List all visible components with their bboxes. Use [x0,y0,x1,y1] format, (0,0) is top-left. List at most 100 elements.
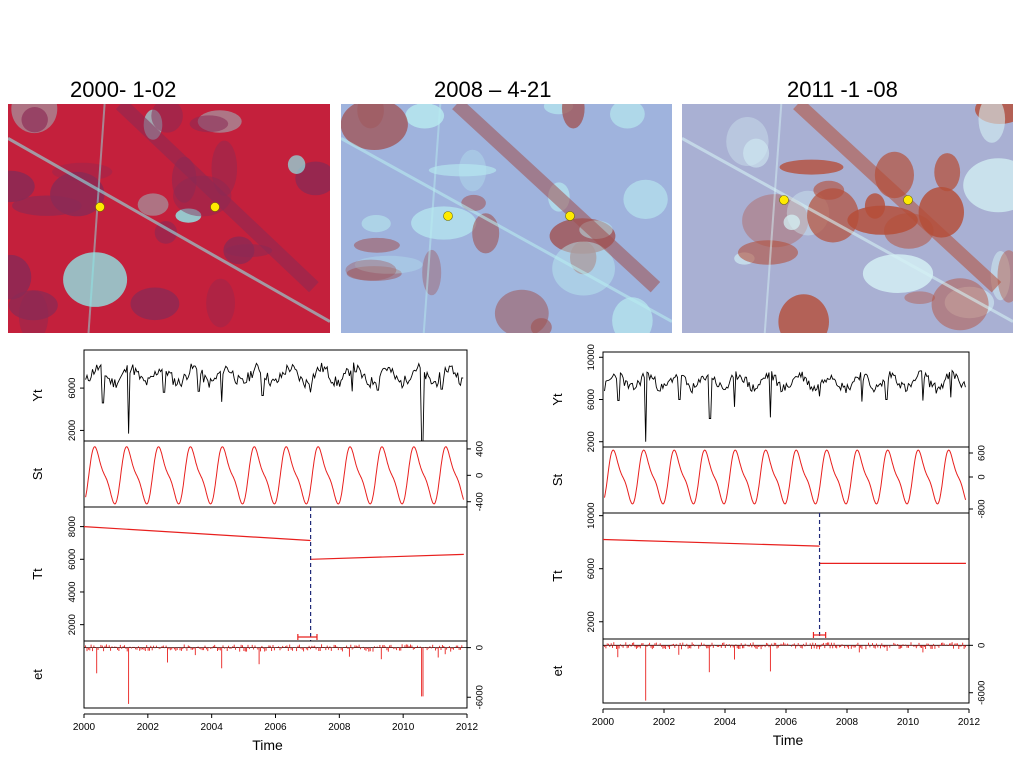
y-tick-label: -800 [976,499,987,518]
y-tick-label: 600 [976,445,987,461]
land-patch [130,287,180,321]
land-patch [223,236,255,265]
series-line-Yt [604,369,966,442]
land-patch [562,104,585,129]
land-patch [8,254,32,300]
y-tick-label: -6000 [976,681,987,705]
land-patch [931,278,989,331]
panel-label-et: et [550,665,565,676]
land-patch [934,153,961,192]
y-tick-label: 6000 [586,558,597,579]
y-tick-label: 6000 [586,389,597,410]
x-tick-label: 2010 [897,717,920,728]
x-tick-label: 2012 [958,717,981,728]
x-tick-label: 2004 [201,722,224,733]
x-tick-label: 2008 [836,717,859,728]
land-patch [295,161,330,196]
y-tick-label: 2000 [67,614,78,635]
plot-frame [602,351,970,704]
land-patch [52,162,113,181]
land-patch [211,140,238,196]
land-patch [570,241,597,275]
land-patch [151,104,183,133]
panel-label-Yt: Yt [550,393,565,406]
y-tick-label: 0 [976,643,987,648]
y-tick-label: 2000 [586,611,597,632]
land-patch [428,164,497,177]
sample-point-marker [779,195,789,205]
land-patch [137,193,169,216]
x-tick-label: 2000 [73,722,96,733]
road-feature [8,137,330,323]
x-tick-label: 2008 [328,722,351,733]
land-patch [18,290,49,333]
sample-point-marker [210,202,220,212]
sample-point-marker [903,195,913,205]
land-patch [341,104,408,150]
land-patch [963,158,1013,213]
sample-point-marker [565,211,575,221]
y-tick-label: 2000 [586,431,597,452]
land-patch [422,249,442,296]
y-tick-label: 10000 [586,502,597,528]
image-title-2008: 2008 – 4-21 [434,77,552,102]
land-patch [206,278,236,328]
y-tick-label: 0 [474,645,485,650]
land-patch [357,104,384,129]
panel-label-Tt: Tt [550,570,565,582]
satellite-image-2008 [341,104,672,333]
land-patch [405,104,445,129]
x-tick-label: 2010 [392,722,415,733]
road-feature [422,104,442,333]
land-patch [997,250,1013,303]
x-tick-label: 2004 [714,717,737,728]
land-patch [738,240,798,265]
x-tick-label: 2002 [137,722,160,733]
land-patch [346,266,402,281]
land-patch [783,214,800,230]
y-tick-label: 2000 [67,420,78,441]
land-patch [8,290,58,321]
river-feature [115,104,319,293]
land-patch [610,104,645,129]
series-line-St [85,446,464,505]
image-title-2000: 2000- 1-02 [70,77,177,102]
x-tick-label: 2002 [653,717,676,728]
series-line-St [604,449,967,505]
road-feature [763,104,783,333]
y-tick-label: 6000 [67,378,78,399]
land-patch [904,291,935,304]
land-patch [743,138,770,168]
plot-frame [83,349,468,709]
y-tick-label: 0 [474,473,485,478]
land-patch [189,115,229,133]
land-patch [50,171,105,217]
trend-segment [602,538,820,547]
satellite-image-2011 [682,104,1013,333]
x-tick-label: 2012 [456,722,479,733]
panel-label-St: St [30,467,45,480]
land-patch [353,237,400,253]
x-tick-label: 2000 [592,717,615,728]
image-title-2011: 2011 -1 -08 [787,77,898,102]
land-patch [8,170,35,203]
x-tick-label: 2006 [775,717,798,728]
land-patch [345,259,397,281]
x-axis-label: Time [773,732,804,748]
land-patch [354,255,423,274]
y-tick-label: -6000 [474,685,485,709]
land-patch [813,180,845,200]
land-patch [778,294,829,333]
y-tick-label: 0 [976,474,987,479]
land-patch [742,194,809,248]
river-feature [452,104,661,293]
panel-label-Tt: Tt [30,568,45,580]
y-tick-label: -400 [474,492,485,511]
satellite-image-2000 [8,104,330,333]
land-patch [63,252,128,307]
decomposition-chart-right: 2000600010000Yt6000-800St2000600010000Tt… [550,344,987,748]
y-tick-label: 400 [474,441,485,457]
land-patch [978,104,1006,143]
y-tick-label: 4000 [67,581,78,602]
panel-label-St: St [550,473,565,486]
